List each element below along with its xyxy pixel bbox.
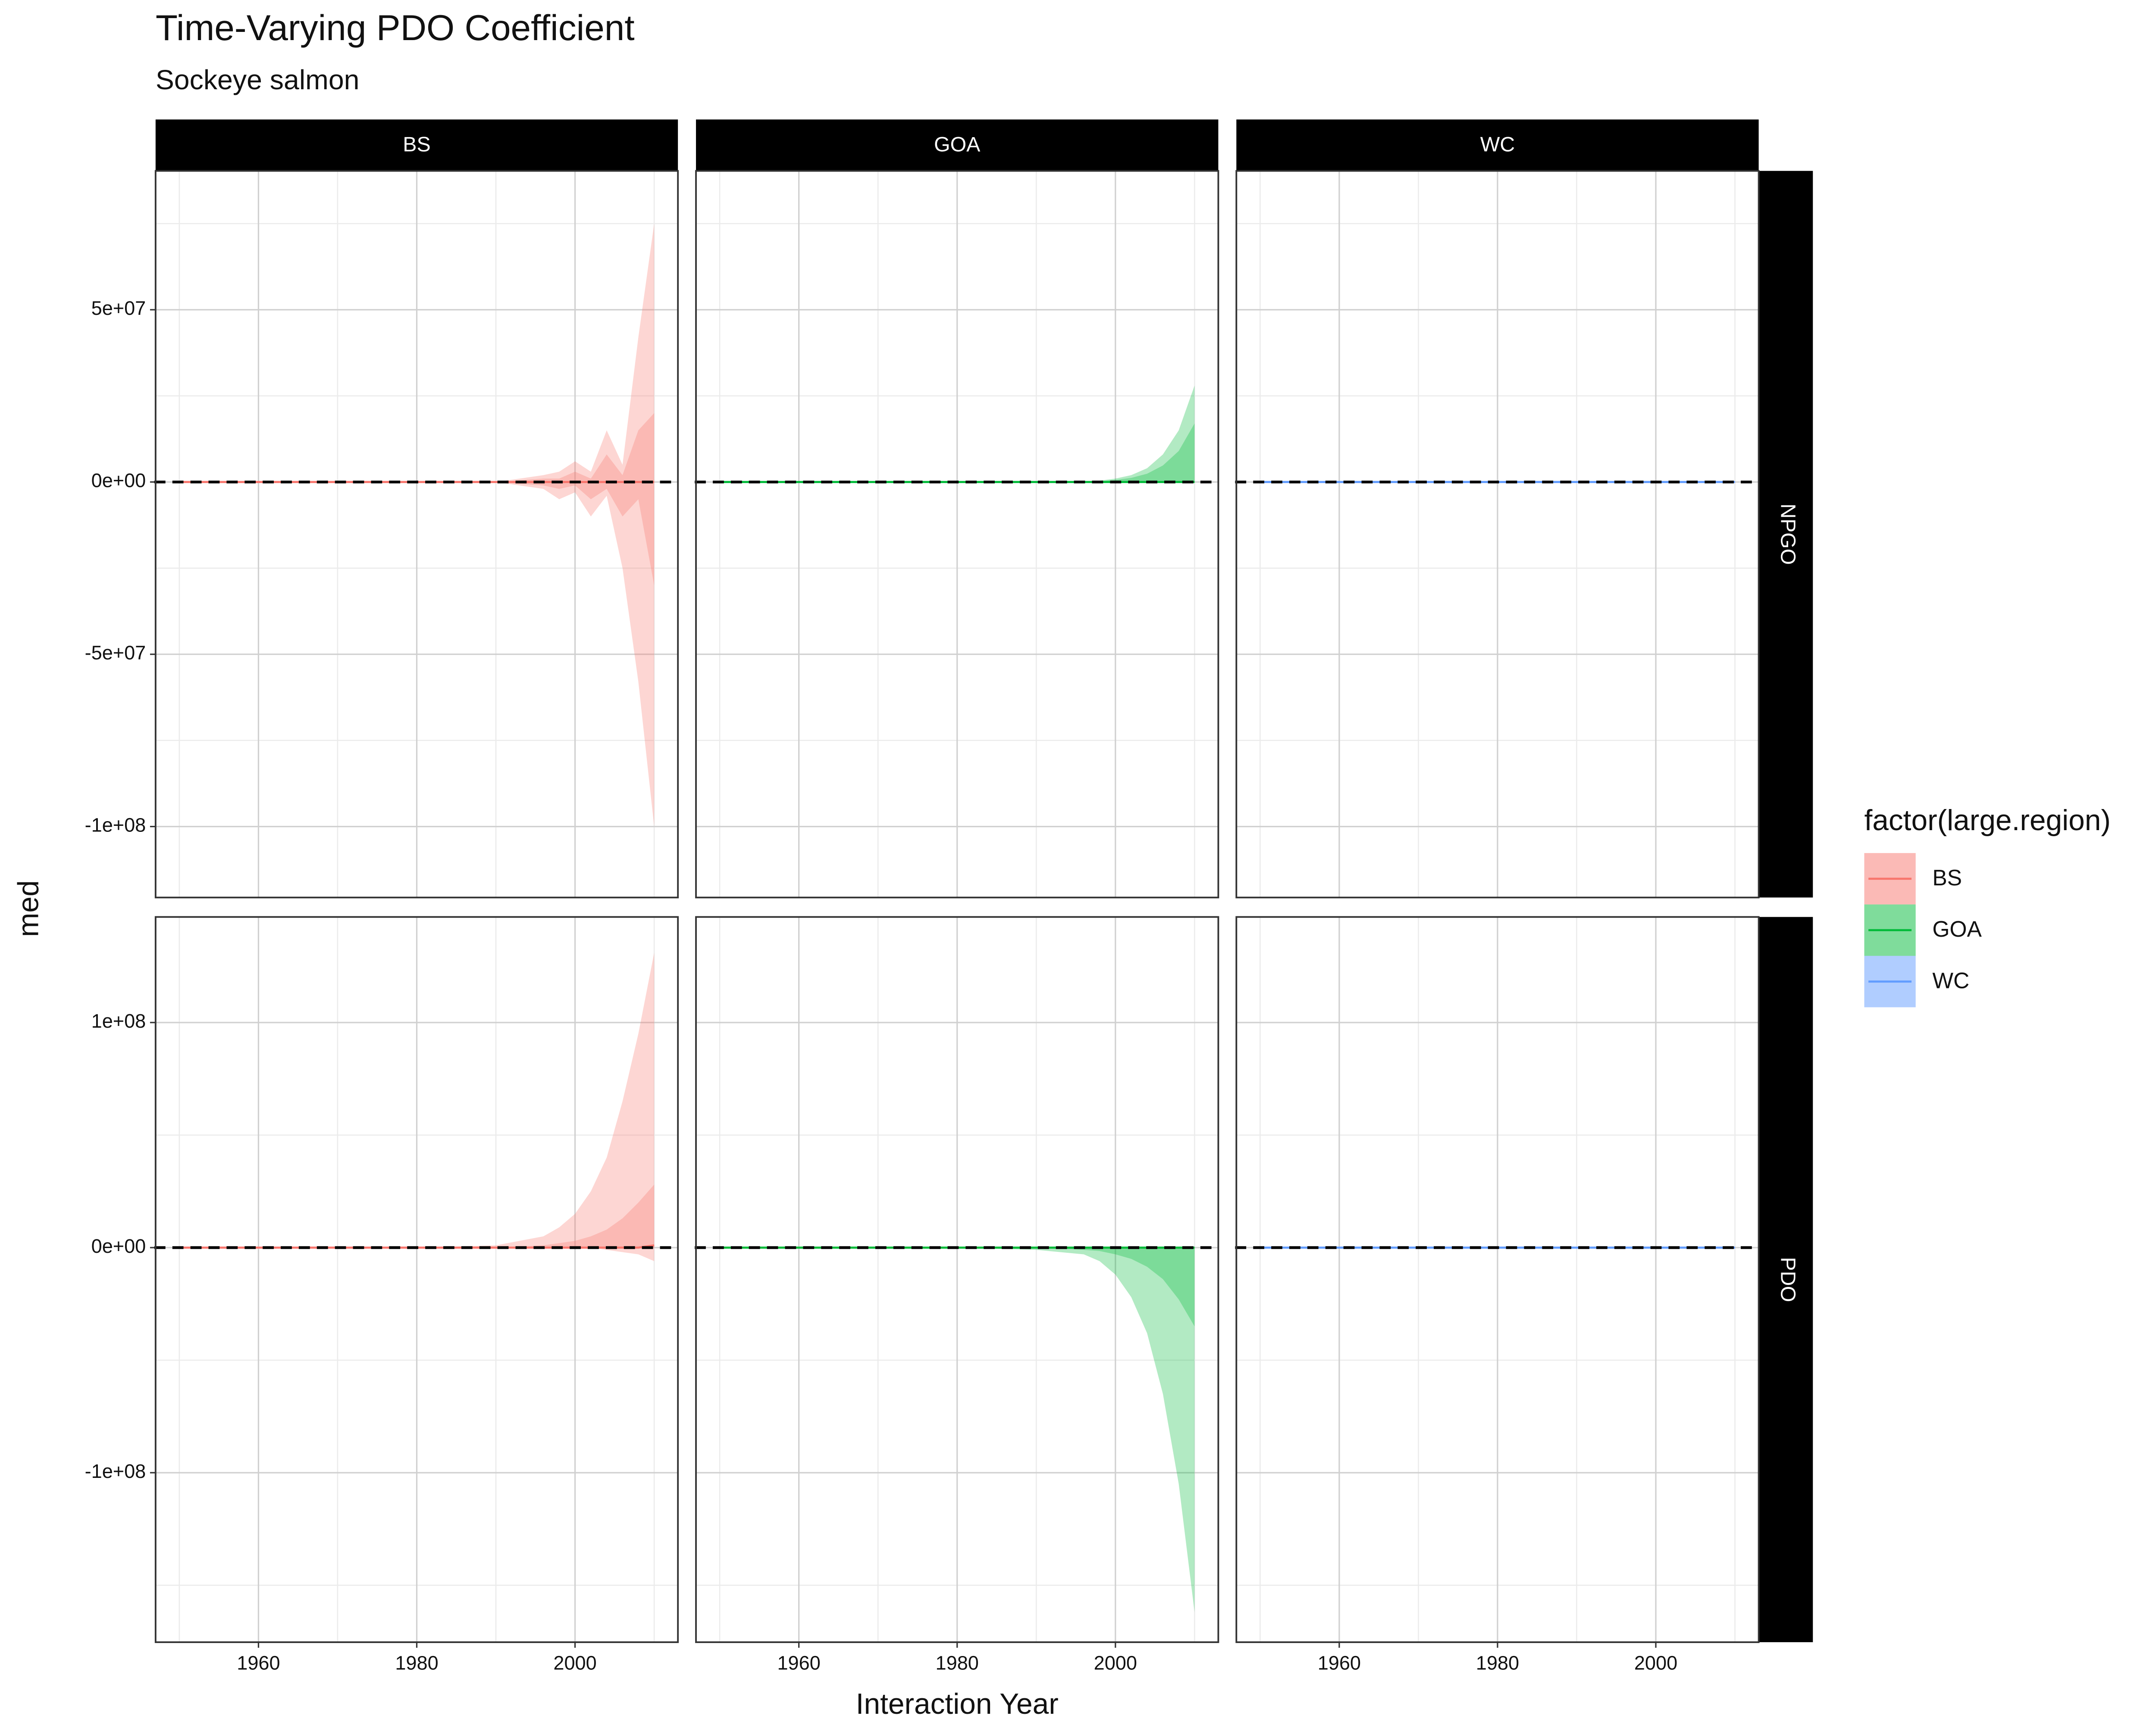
ribbon-50 <box>720 423 1195 482</box>
x-tick-label: 1980 <box>1476 1652 1519 1674</box>
x-tick-label: 2000 <box>1634 1652 1677 1674</box>
row-strip <box>1758 917 1813 1642</box>
column-strip <box>1236 119 1759 171</box>
row-strip-label: PDO <box>1776 1257 1799 1302</box>
y-axis-label: med <box>13 880 45 937</box>
x-axis-label: Interaction Year <box>856 1688 1059 1720</box>
y-tick-label: -5e+07 <box>85 642 146 664</box>
ribbon-95 <box>179 953 655 1261</box>
ribbon-95 <box>720 385 1195 482</box>
panel-border <box>695 916 1219 1643</box>
legend-title: factor(large.region) <box>1864 804 2110 837</box>
column-strip-label: GOA <box>934 133 981 156</box>
panel-border <box>1235 170 1760 899</box>
row-strip <box>1758 171 1813 898</box>
x-tick-label: 1960 <box>777 1652 820 1674</box>
x-tick-label: 1960 <box>1318 1652 1361 1674</box>
x-tick-label: 2000 <box>553 1652 596 1674</box>
y-tick-label: 0e+00 <box>91 1235 146 1257</box>
column-strip-label: WC <box>1480 133 1515 156</box>
ribbon-50 <box>720 1248 1195 1327</box>
panel-border <box>154 170 679 899</box>
x-tick-label: 2000 <box>1094 1652 1137 1674</box>
column-strip-label: BS <box>403 133 430 156</box>
legend-label: BS <box>1932 865 1962 890</box>
column-strip <box>696 119 1219 171</box>
ribbon-95 <box>720 1248 1195 1612</box>
y-tick-label: 0e+00 <box>91 470 146 492</box>
y-tick-label: -1e+08 <box>85 814 146 836</box>
ribbon-50 <box>179 1184 655 1248</box>
legend-label: GOA <box>1932 916 1982 941</box>
x-tick-label: 1980 <box>936 1652 979 1674</box>
chart-title: Time-Varying PDO Coefficient <box>156 7 635 48</box>
panel-border <box>1235 916 1760 1643</box>
x-tick-label: 1960 <box>237 1652 280 1674</box>
y-tick-label: 5e+07 <box>91 297 146 319</box>
column-strip <box>155 119 678 171</box>
chart-subtitle: Sockeye salmon <box>156 64 360 95</box>
panel-border <box>695 170 1219 899</box>
row-strip-label: NPGO <box>1776 504 1799 565</box>
y-tick-label: -1e+08 <box>85 1460 146 1482</box>
legend-label: WC <box>1932 968 1969 993</box>
panel-border <box>154 916 679 1643</box>
x-tick-label: 1980 <box>395 1652 438 1674</box>
y-tick-label: 1e+08 <box>91 1010 146 1032</box>
